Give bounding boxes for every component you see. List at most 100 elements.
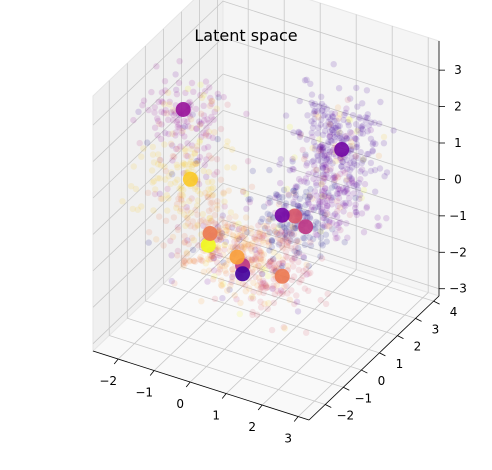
latent-point — [334, 185, 342, 193]
latent-point — [248, 247, 255, 254]
latent-point — [197, 217, 204, 225]
latent-point — [308, 206, 315, 213]
latent-point — [376, 165, 384, 172]
latent-point — [270, 268, 277, 276]
latent-point — [309, 144, 316, 152]
latent-point — [169, 157, 176, 164]
latent-point — [186, 258, 193, 265]
latent-point — [342, 109, 349, 117]
latent-point — [224, 164, 231, 171]
latent-point — [334, 234, 341, 241]
latent-point — [329, 113, 336, 120]
latent-point — [353, 135, 360, 143]
z-tick-label: 3 — [454, 63, 462, 77]
latent-point — [281, 231, 289, 238]
latent-point — [266, 262, 273, 269]
latent-point — [271, 266, 278, 273]
latent-point — [210, 267, 218, 274]
latent-point — [325, 156, 333, 163]
latent-point — [303, 162, 310, 169]
latent-point — [234, 240, 241, 247]
latent-point — [320, 215, 327, 222]
latent-point — [187, 160, 194, 167]
latent-point — [275, 201, 283, 208]
latent-point — [285, 238, 292, 246]
latent-point — [200, 112, 208, 119]
latent-point — [246, 241, 253, 248]
latent-point — [331, 176, 339, 184]
latent-point — [328, 126, 336, 133]
latent-point — [289, 256, 296, 263]
latent-point — [256, 233, 263, 240]
latent-point — [318, 152, 325, 159]
latent-point — [242, 241, 249, 248]
latent-point — [284, 262, 292, 270]
latent-point — [251, 235, 258, 242]
latent-point — [234, 233, 241, 240]
latent-point — [192, 206, 199, 213]
latent-point — [162, 107, 169, 114]
latent-point — [306, 193, 313, 201]
latent-point — [248, 183, 256, 190]
latent-point — [296, 203, 303, 210]
gridline-z-back — [222, 146, 440, 217]
latent-point — [303, 329, 310, 336]
latent-point — [186, 197, 193, 205]
gridline-z-back — [222, 73, 440, 144]
latent-point — [271, 263, 278, 270]
latent-point — [360, 156, 367, 163]
latent-point — [291, 254, 298, 261]
latent-point — [299, 272, 306, 279]
latent-point — [148, 88, 155, 96]
latent-point — [318, 148, 325, 155]
latent-point — [356, 115, 364, 122]
latent-point — [320, 208, 327, 216]
latent-point — [268, 265, 276, 272]
latent-point — [247, 245, 255, 252]
latent-point — [187, 116, 195, 123]
latent-point — [325, 189, 332, 196]
latent-point — [297, 178, 305, 185]
latent-point — [203, 124, 210, 132]
latent-point — [221, 220, 229, 227]
latent-point — [191, 185, 199, 192]
latent-point — [181, 238, 188, 246]
latent-point — [216, 230, 224, 237]
latent-point — [301, 212, 308, 220]
latent-point — [336, 129, 343, 136]
latent-point — [224, 101, 231, 108]
latent-point — [180, 254, 187, 261]
latent-point — [181, 257, 188, 265]
latent-point — [189, 142, 196, 149]
latent-point — [289, 232, 296, 239]
latent-point — [353, 211, 360, 219]
latent-point — [171, 153, 178, 160]
latent-point — [282, 112, 290, 119]
latent-point — [316, 146, 323, 153]
latent-point — [259, 215, 266, 222]
latent-point — [307, 239, 314, 246]
latent-point — [323, 167, 331, 174]
latent-point — [241, 243, 248, 251]
latent-point — [275, 241, 283, 248]
latent-point — [270, 259, 277, 267]
latent-point — [314, 108, 321, 115]
latent-point — [236, 236, 243, 243]
x-tick-label: −1 — [135, 386, 153, 400]
latent-point — [152, 186, 159, 193]
latent-point — [334, 208, 341, 215]
latent-point — [353, 162, 360, 169]
latent-point — [213, 156, 221, 163]
latent-point — [132, 185, 140, 193]
latent-point — [346, 174, 353, 181]
latent-point — [327, 121, 335, 128]
gridline-x-floor — [297, 292, 429, 417]
latent-point — [268, 237, 276, 244]
latent-point — [188, 234, 196, 242]
latent-point — [335, 194, 343, 202]
latent-point — [283, 185, 291, 193]
latent-point — [151, 109, 158, 116]
latent-point — [356, 191, 364, 199]
latent-point — [333, 190, 341, 197]
latent-point — [290, 200, 297, 208]
